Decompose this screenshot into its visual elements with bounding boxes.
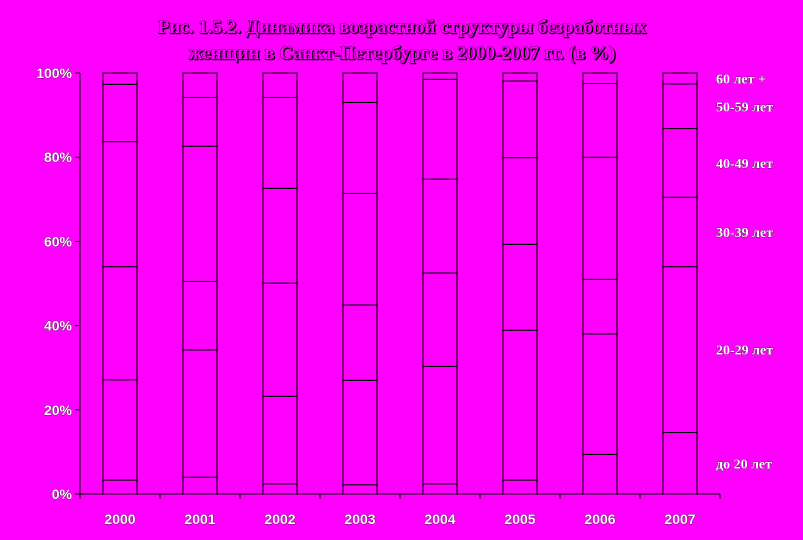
bar-segment [582, 83, 618, 158]
legend-label: 40-49 лет [716, 157, 773, 172]
bar-segment [102, 83, 138, 143]
bar-segment [422, 78, 458, 180]
bars [102, 72, 698, 495]
bar-segment [422, 72, 458, 80]
bar-segment [582, 156, 618, 280]
bar-segment [662, 128, 698, 198]
y-tick-label: 0% [52, 486, 73, 502]
bar-segment [342, 484, 378, 495]
x-tick-label: 2001 [184, 511, 215, 527]
legend-label: 20-29 лет [716, 344, 773, 359]
chart-title-line-1: Рис. 1.5.2. Динамика возрастной структур… [158, 17, 647, 38]
bar-segment [502, 479, 538, 495]
chart-title-line-2: женщин в Санкт-Петербурге в 2000-2007 гг… [189, 43, 616, 64]
legend: до 20 лет 20-29 лет 30-39 лет 40-49 лет 50-5… [716, 72, 774, 472]
x-tick-label: 2007 [664, 511, 695, 527]
x-tick-label: 2002 [264, 511, 295, 527]
bar-segment [262, 483, 298, 495]
bar-segment [502, 80, 538, 159]
bar-segment [342, 192, 378, 306]
x-tick-label: 2004 [424, 511, 455, 527]
bar-segment [182, 280, 218, 351]
bar-segment [182, 476, 218, 495]
bar-segment [182, 72, 218, 98]
bar-segment [422, 365, 458, 485]
bar-segment [182, 145, 218, 282]
bar-segment [102, 72, 138, 85]
bar-segment [262, 72, 298, 98]
bar-segment [422, 178, 458, 274]
bar-segment [342, 101, 378, 194]
y-tick-label: 100% [36, 65, 72, 81]
bar-segment [182, 96, 218, 147]
y-tick-label: 80% [44, 149, 73, 165]
bar-segment [502, 243, 538, 331]
bar-segment [102, 266, 138, 381]
bar-segment [662, 266, 698, 434]
bar-segment [422, 483, 458, 495]
legend-label: 50-59 лет [716, 100, 773, 115]
bar-segment [502, 72, 538, 82]
bar-segment [102, 141, 138, 268]
legend-label: до 20 лет [716, 457, 772, 472]
y-tick-label: 60% [44, 233, 73, 249]
bar-segment [102, 379, 138, 481]
bar-segment [662, 72, 698, 85]
y-tick-label: 40% [44, 318, 73, 334]
y-tick-label: 20% [44, 402, 73, 418]
legend-label: 30-39 лет [716, 226, 773, 241]
bar-segment [502, 157, 538, 245]
bar-segment [582, 333, 618, 455]
bar-segment [262, 96, 298, 189]
x-tick-label: 2006 [584, 511, 615, 527]
axes: 0% 20% 40% 60% 80% 100% 2000 2001 2002 2003 2004 20… [36, 65, 721, 527]
bar-segment [262, 395, 298, 485]
bar-segment [582, 453, 618, 495]
x-tick-label: 2000 [104, 511, 135, 527]
bar-segment [342, 72, 378, 103]
bar-segment [262, 187, 298, 284]
bar-segment [262, 282, 298, 397]
bar-segment [582, 278, 618, 335]
bar-segment [342, 304, 378, 381]
x-tick-label: 2003 [344, 511, 375, 527]
bar-segment [662, 83, 698, 130]
bar-segment [102, 479, 138, 495]
bar-segment [582, 72, 618, 85]
bar-segment [422, 272, 458, 367]
bar-segment [662, 196, 698, 268]
bar-segment [662, 432, 698, 495]
legend-label: 60 лет + [716, 72, 766, 87]
bar-segment [342, 379, 378, 486]
x-tick-label: 2005 [504, 511, 535, 527]
bar-segment [502, 329, 538, 481]
bar-segment [182, 349, 218, 478]
